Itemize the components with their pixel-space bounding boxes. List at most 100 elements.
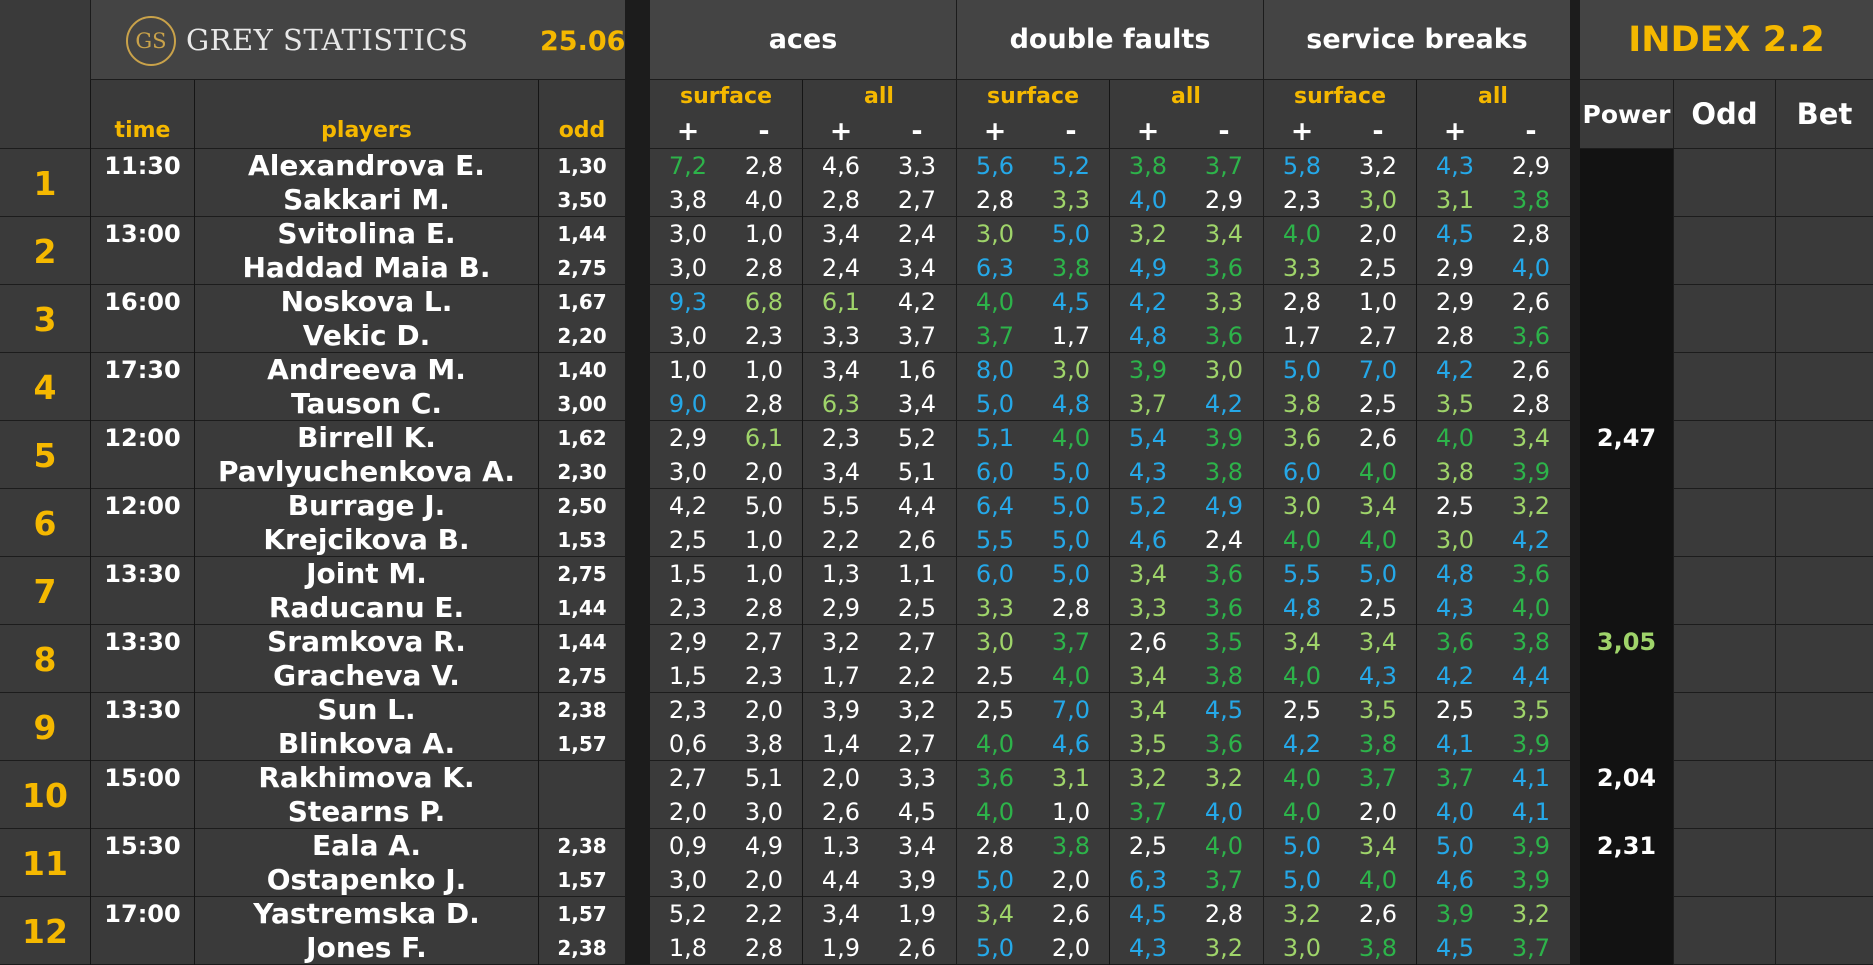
stat-value: 3,9: [1511, 866, 1551, 894]
player-odd: 1,57: [557, 902, 607, 926]
player-name: Yastremska D.: [253, 897, 480, 930]
match-time: 16:00: [104, 288, 181, 316]
subheader-divider: [802, 80, 803, 148]
stat-value: 5,0: [1051, 526, 1091, 554]
table-row: 1 11:30 Alexandrova E. 1,30 Sakkari M. 3,50 7,…: [0, 149, 1873, 217]
stats-divider: [802, 421, 803, 489]
stats-divider: [1109, 285, 1110, 353]
odd-cell: [539, 693, 625, 760]
stat-value: 6,0: [1282, 458, 1322, 486]
stat-value: 2,8: [1435, 322, 1475, 350]
match-number: 1: [33, 163, 57, 203]
power-cell: [1580, 217, 1673, 285]
time-cell: [91, 829, 194, 896]
stat-value: 3,8: [1511, 186, 1551, 214]
stat-value: 2,9: [668, 628, 708, 656]
stat-value: 3,4: [821, 220, 861, 248]
stats-cell: [957, 829, 1263, 896]
players-cell: [195, 625, 538, 692]
stat-value: 1,6: [897, 356, 937, 384]
stat-value: 4,5: [1051, 288, 1091, 316]
stats-divider: [1416, 489, 1417, 557]
stat-value: 3,4: [821, 356, 861, 384]
match-time: 13:00: [104, 220, 181, 248]
stats-cell: [1264, 897, 1570, 964]
player-odd: 1,44: [557, 222, 607, 246]
stat-value: 4,5: [1128, 900, 1168, 928]
stat-value: 5,0: [1051, 560, 1091, 588]
stat-value: 3,2: [1128, 220, 1168, 248]
stat-value: 2,2: [821, 526, 861, 554]
stat-value: 4,0: [975, 288, 1015, 316]
stat-value: 2,0: [1358, 220, 1398, 248]
stat-value: 2,7: [744, 628, 784, 656]
stat-value: 4,8: [1128, 322, 1168, 350]
stat-value: 4,1: [1435, 730, 1475, 758]
stat-value: 2,8: [744, 934, 784, 962]
row-num-cell: [0, 761, 90, 828]
players-cell: [195, 285, 538, 352]
stat-value: 3,6: [1204, 560, 1244, 588]
stat-value: 3,3: [1204, 288, 1244, 316]
stat-value: 4,2: [1128, 288, 1168, 316]
stat-value: 2,6: [1511, 288, 1551, 316]
index-title: INDEX 2.2: [1580, 0, 1873, 79]
stat-value: 3,4: [1128, 696, 1168, 724]
bet-cell: [1776, 625, 1873, 692]
stat-value: 5,6: [975, 152, 1015, 180]
stat-value: 4,0: [1511, 594, 1551, 622]
stats-cell: [650, 625, 956, 692]
stats-divider: [1416, 217, 1417, 285]
stat-value: 5,0: [975, 866, 1015, 894]
column-separator: [538, 80, 539, 965]
stat-value: 3,8: [1204, 458, 1244, 486]
stat-value: 1,0: [744, 560, 784, 588]
stat-value: 2,5: [668, 526, 708, 554]
stat-value: 4,0: [1358, 866, 1398, 894]
player-name: Tauson C.: [290, 387, 443, 420]
brand-logo: GS: [126, 16, 176, 66]
bet-cell: [1776, 829, 1873, 896]
power-value: 2,47: [1596, 424, 1657, 452]
stat-value: 3,8: [1051, 832, 1091, 860]
group-header-bg-service-breaks: [1264, 0, 1570, 79]
subheader-surface: surface: [680, 83, 772, 109]
stat-value: 3,7: [1204, 866, 1244, 894]
stat-value: 5,0: [1435, 832, 1475, 860]
player-name: Birrell K.: [297, 421, 436, 454]
stat-value: 4,9: [1128, 254, 1168, 282]
stat-value: 1,0: [1358, 288, 1398, 316]
stat-value: 3,3: [897, 764, 937, 792]
stat-value: 6,0: [975, 560, 1015, 588]
brand-logo-text: GS: [135, 29, 167, 53]
stat-value: 5,0: [975, 934, 1015, 962]
power-value: [1580, 285, 1673, 319]
stat-value: 2,0: [1051, 934, 1091, 962]
index-odd-cell: [1674, 829, 1775, 896]
stat-value: 1,0: [1051, 798, 1091, 826]
stat-value: 2,5: [1358, 390, 1398, 418]
stats-divider: [802, 829, 803, 897]
odd-cell: [539, 761, 625, 828]
odd-col-header: Odd: [1691, 97, 1758, 131]
match-time: 15:00: [104, 764, 181, 792]
bet-cell: [1776, 489, 1873, 556]
player-name: Raducanu E.: [268, 591, 465, 624]
players-header: players: [321, 117, 412, 143]
stat-value: 5,2: [897, 424, 937, 452]
stat-value: 4,0: [1358, 458, 1398, 486]
stats-divider: [1109, 557, 1110, 625]
stats-cell: [957, 353, 1263, 420]
player-odd: 1,53: [557, 528, 607, 552]
odd-cell: [539, 353, 625, 420]
stat-value: 4,0: [1358, 526, 1398, 554]
stat-value: 5,5: [1282, 560, 1322, 588]
stat-value: 2,6: [897, 526, 937, 554]
group-header-bg-aces: [650, 0, 956, 79]
player-name: Sun L.: [317, 693, 416, 726]
stat-value: 1,0: [744, 526, 784, 554]
stats-divider: [1416, 557, 1417, 625]
subheader-plus: +: [983, 115, 1007, 147]
stat-value: 3,2: [1511, 900, 1551, 928]
stat-value: 2,7: [1358, 322, 1398, 350]
